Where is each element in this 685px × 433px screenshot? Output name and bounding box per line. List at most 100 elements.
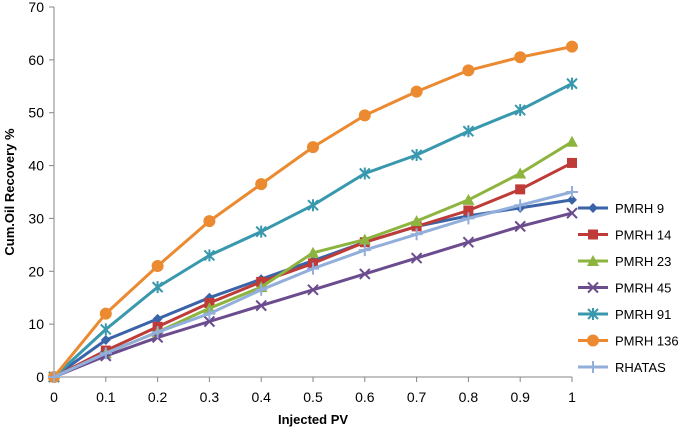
data-point-rhatas [255, 283, 268, 296]
data-point-rhatas [151, 326, 164, 339]
data-point-pmrh-23 [462, 193, 475, 205]
data-point-pmrh-23 [566, 135, 578, 147]
data-point-pmrh-91 [151, 281, 164, 294]
data-point-rhatas [514, 199, 527, 212]
series-pmrh-91 [48, 77, 578, 383]
legend-marker [587, 361, 599, 373]
legend-item-pmrh-136: PMRH 136 [578, 334, 679, 349]
legend-label: PMRH 91 [615, 307, 671, 322]
data-point-rhatas [99, 347, 112, 360]
y-tick-label: 0 [36, 369, 44, 385]
data-point-pmrh-45 [307, 284, 319, 296]
x-axis-title: Injected PV [278, 412, 348, 427]
series-rhatas [48, 186, 578, 383]
y-tick-label: 30 [28, 210, 44, 226]
legend-marker [588, 229, 598, 240]
legend-item-pmrh-91: PMRH 91 [578, 307, 671, 322]
legend-marker [587, 255, 599, 266]
data-point-pmrh-23 [514, 167, 527, 179]
data-point-rhatas [358, 244, 371, 257]
y-tick-label: 20 [28, 263, 44, 279]
data-point-pmrh-136 [307, 141, 319, 154]
legend-label: PMRH 45 [615, 281, 671, 296]
legend: PMRH 9 PMRH 14 PMRH 23 PMRH 45 PMRH 91 PMRH 1… [578, 201, 679, 375]
data-point-pmrh-91 [307, 199, 319, 212]
data-point-pmrh-91 [203, 249, 216, 262]
data-point-pmrh-136 [203, 215, 216, 228]
data-point-rhatas [462, 212, 475, 225]
x-tick-label: 1 [568, 389, 576, 405]
series-line-rhatas [53, 190, 573, 379]
data-point-pmrh-45 [359, 268, 371, 280]
data-point-rhatas [48, 371, 60, 383]
data-point-pmrh-136 [514, 51, 527, 64]
data-point-pmrh-45 [462, 236, 475, 248]
data-point-rhatas [203, 307, 216, 320]
series-layer [48, 40, 578, 383]
data-point-pmrh-91 [462, 125, 475, 138]
legend-label: PMRH 9 [615, 201, 664, 216]
x-tick-label: 0.6 [355, 389, 375, 405]
legend-item-pmrh-45: PMRH 45 [578, 281, 671, 296]
legend-label: PMRH 14 [615, 228, 671, 243]
y-tick-label: 40 [28, 158, 44, 174]
data-point-pmrh-136 [462, 64, 475, 77]
y-axis-ticks: 0 10 20 30 40 50 60 70 [28, 0, 54, 385]
data-point-pmrh-14 [463, 205, 474, 216]
y-axis-title: Cum.Oil Recovery % [2, 128, 17, 256]
legend-label: PMRH 136 [615, 334, 679, 349]
legend-item-pmrh-14: PMRH 14 [578, 228, 671, 243]
legend-marker [587, 334, 599, 347]
x-tick-label: 0.2 [148, 389, 168, 405]
data-point-pmrh-9 [152, 313, 163, 324]
legend-item-rhatas: RHATAS [578, 360, 666, 375]
data-point-pmrh-91 [255, 225, 267, 238]
series-line-pmrh-45 [53, 211, 573, 379]
legend-marker [588, 203, 598, 213]
data-point-pmrh-14 [411, 221, 422, 232]
y-tick-label: 50 [28, 105, 44, 121]
data-point-pmrh-136 [255, 178, 268, 191]
y-tick-label: 60 [28, 52, 44, 68]
data-point-pmrh-9 [567, 194, 577, 205]
legend-item-pmrh-23: PMRH 23 [578, 254, 671, 269]
legend-label: RHATAS [615, 360, 666, 375]
data-point-pmrh-14 [567, 157, 577, 168]
legend-item-pmrh-9: PMRH 9 [578, 201, 664, 216]
data-point-pmrh-23 [307, 246, 319, 258]
x-tick-label: 0.4 [251, 389, 271, 405]
data-point-pmrh-45 [203, 315, 216, 328]
series-pmrh-136 [48, 40, 578, 383]
series-pmrh-45 [48, 207, 578, 383]
legend-label: PMRH 23 [615, 254, 671, 269]
series-line-pmrh-91 [52, 82, 573, 379]
x-tick-label: 0.9 [510, 389, 530, 405]
x-axis-ticks: 0 0.1 0.2 0.3 0.4 0.5 0.6 0.7 0.8 0.9 1 [50, 377, 576, 405]
data-point-pmrh-45 [514, 220, 526, 233]
data-point-pmrh-9 [100, 335, 111, 345]
legend-marker [587, 308, 599, 320]
data-point-pmrh-45 [566, 207, 578, 219]
y-tick-label: 70 [28, 0, 44, 15]
data-point-pmrh-136 [566, 40, 578, 53]
data-point-rhatas [410, 228, 423, 241]
y-tick-label: 10 [28, 316, 44, 332]
x-tick-label: 0 [50, 389, 58, 405]
x-tick-label: 0.7 [407, 389, 427, 405]
data-point-pmrh-45 [410, 252, 423, 264]
data-point-pmrh-136 [410, 85, 423, 98]
data-point-pmrh-136 [99, 307, 112, 320]
data-point-rhatas [307, 262, 319, 275]
data-point-pmrh-14 [515, 184, 526, 195]
data-point-pmrh-23 [410, 215, 423, 227]
data-point-rhatas [566, 186, 578, 198]
x-tick-label: 0.5 [303, 389, 323, 405]
data-point-pmrh-91 [514, 104, 526, 117]
data-point-pmrh-23 [358, 233, 371, 245]
data-point-pmrh-91 [410, 149, 423, 161]
x-tick-label: 0.8 [459, 389, 479, 405]
data-point-pmrh-91 [359, 167, 371, 180]
x-tick-label: 0.1 [96, 389, 116, 405]
